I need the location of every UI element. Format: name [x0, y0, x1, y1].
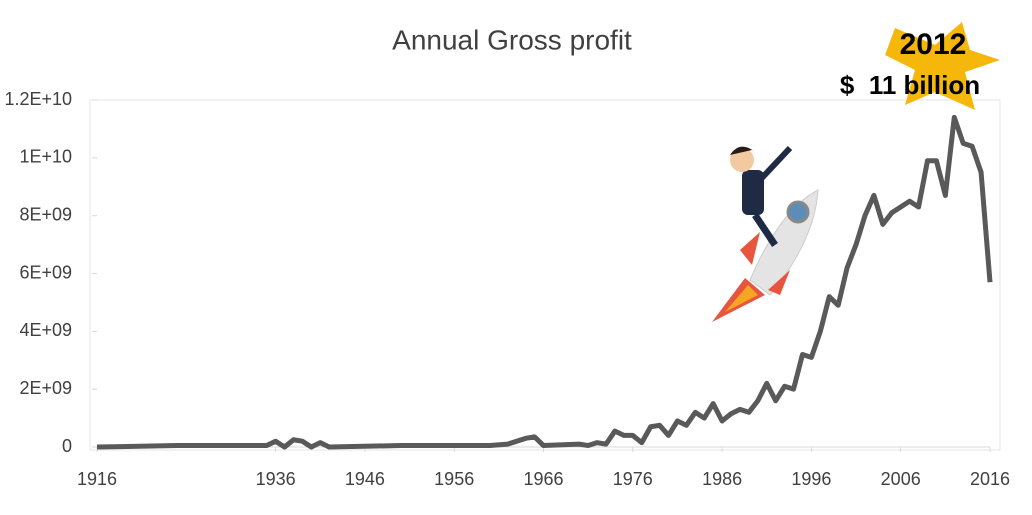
chart-title: Annual Gross profit — [392, 24, 632, 55]
rocket-illustration — [712, 145, 819, 322]
x-tick-label: 1966 — [523, 469, 563, 489]
x-tick-label: 1996 — [791, 469, 831, 489]
y-tick-label: 0 — [62, 436, 72, 456]
line-series — [96, 114, 993, 450]
x-tick-label: 1956 — [434, 469, 474, 489]
y-tick-label: 1E+10 — [19, 147, 72, 167]
x-tick-label: 1986 — [702, 469, 742, 489]
x-tick-label: 1976 — [613, 469, 653, 489]
annotation-year: 2012 — [900, 28, 967, 61]
y-tick-label: 8E+09 — [19, 204, 72, 224]
y-tick-label: 6E+09 — [19, 262, 72, 282]
x-tick-label: 1936 — [256, 469, 296, 489]
star-burst — [885, 22, 1000, 110]
x-tick-label: 2016 — [970, 469, 1010, 489]
y-tick-label: 2E+09 — [19, 378, 72, 398]
x-tick-label: 1916 — [77, 469, 117, 489]
x-tick-label: 2006 — [881, 469, 921, 489]
x-tick-label: 1946 — [345, 469, 385, 489]
y-tick-label: 4E+09 — [19, 320, 72, 340]
annotation-value: $ 11 billion — [840, 70, 980, 100]
plot-area — [89, 99, 1001, 451]
y-tick-label: 1.2E+10 — [4, 89, 72, 109]
